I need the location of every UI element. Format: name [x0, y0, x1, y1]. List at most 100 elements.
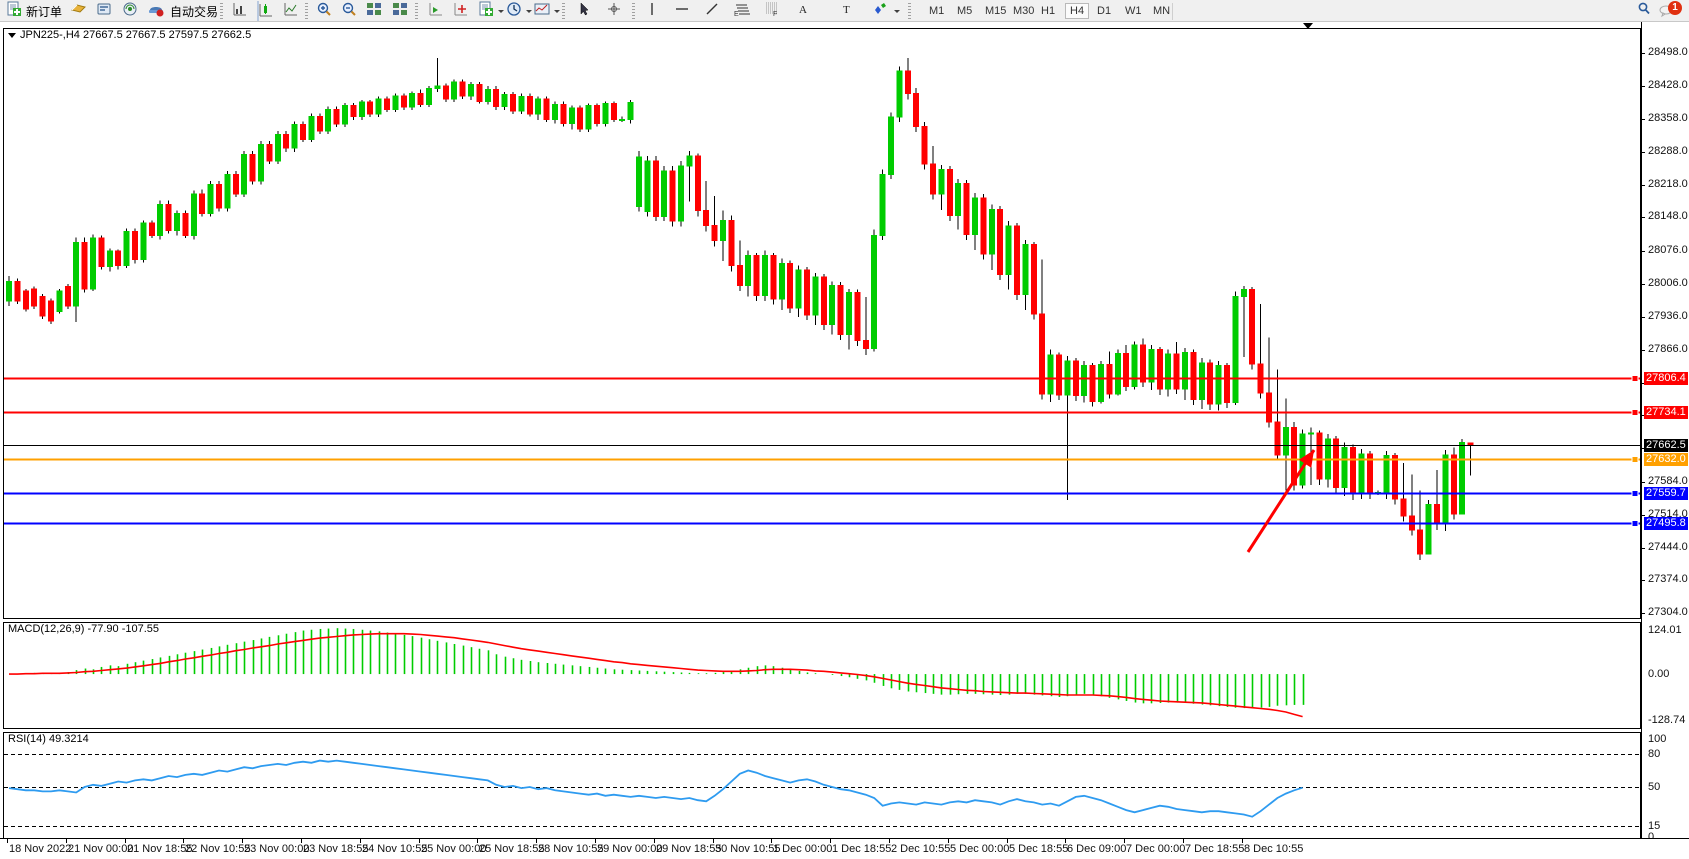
time-axis-tick	[1007, 839, 1008, 843]
candle-body	[98, 237, 105, 267]
candle-body	[829, 284, 836, 325]
candle-body	[325, 109, 332, 132]
period-button-w1[interactable]: W1	[1125, 5, 1142, 17]
candle-body	[1240, 289, 1247, 297]
candle-body	[1417, 529, 1424, 555]
time-axis-tick	[360, 839, 361, 843]
price-level-badge[interactable]: 27559.7	[1644, 487, 1688, 500]
candle-body	[1156, 349, 1163, 390]
candle-body	[232, 173, 239, 195]
candle-body	[224, 173, 231, 209]
chart-menu-triangle-icon[interactable]	[8, 32, 16, 38]
candle-body	[619, 118, 626, 121]
time-axis-label: 23 Nov 00:00	[244, 843, 310, 855]
period-button-m5[interactable]: M5	[957, 5, 973, 17]
rsi-line	[8, 759, 1303, 818]
time-axis-tick	[536, 839, 537, 843]
candle-body	[1316, 432, 1323, 480]
candle-body	[274, 133, 281, 162]
candle-body	[535, 98, 542, 115]
candle-body	[358, 101, 365, 118]
candle-body	[1198, 362, 1205, 400]
period-button-m15[interactable]: M15	[985, 5, 1007, 17]
price-level-handle[interactable]	[1631, 520, 1639, 527]
toolbar-separator	[305, 1, 308, 21]
trend-arrow-annotation[interactable]	[1246, 449, 1316, 553]
trend-arrow-shaft[interactable]	[1246, 449, 1316, 553]
candle-body	[661, 170, 668, 218]
candle-body	[720, 219, 726, 241]
templates-dropdown-icon[interactable]	[552, 1, 562, 21]
period-button-m1[interactable]: M1	[929, 5, 945, 17]
trend-arrow-head[interactable]	[1298, 450, 1314, 468]
candle-body	[73, 241, 80, 307]
candle-body	[636, 156, 642, 208]
candle-body	[1098, 364, 1104, 402]
candle-body	[686, 155, 693, 167]
period-button-mn[interactable]: MN	[1153, 5, 1171, 17]
candle-body	[1232, 295, 1239, 403]
candle-body	[1425, 504, 1432, 555]
candle-body	[1173, 353, 1180, 390]
candle-body	[1434, 504, 1440, 525]
candle-body	[1333, 438, 1340, 489]
candle-body	[1215, 365, 1222, 405]
candle-body	[862, 339, 869, 349]
price-axis-tick	[1642, 86, 1645, 87]
price-level-badge[interactable]: 27495.8	[1644, 517, 1688, 530]
candle-body	[1014, 225, 1020, 295]
period-button-m30[interactable]: M30	[1013, 5, 1035, 17]
price-axis-label: 27304.0	[1648, 606, 1688, 618]
candle-body	[804, 269, 810, 316]
price-level-handle[interactable]	[1631, 375, 1639, 382]
candle-body	[1022, 244, 1029, 295]
add-indicator-dropdown-icon[interactable]	[496, 1, 506, 21]
period-button-h4[interactable]: H4	[1065, 1, 1090, 21]
price-axis-label: 27866.0	[1648, 343, 1688, 355]
candlestick-series	[6, 58, 1474, 560]
candle-body	[1224, 365, 1230, 403]
macd-signal-line	[9, 632, 1303, 718]
time-axis-tick	[183, 839, 184, 843]
candle-body	[442, 85, 449, 100]
candle-body	[711, 224, 718, 241]
price-level-badge[interactable]: 27806.4	[1644, 372, 1688, 385]
candle-body	[854, 292, 861, 341]
price-axis-tick	[1642, 415, 1645, 416]
price-axis-tick	[1642, 580, 1645, 581]
candle-body	[165, 203, 172, 232]
price-level-badge[interactable]: 27632.0	[1644, 453, 1688, 466]
price-level-badge[interactable]: 27662.5	[1644, 439, 1688, 452]
candle-body	[1341, 446, 1348, 489]
new-order-label[interactable]: 新订单	[26, 4, 63, 19]
candle-body	[988, 209, 995, 255]
periods-dropdown-icon[interactable]	[524, 1, 534, 21]
candlestick-chart-icon[interactable]	[257, 1, 272, 21]
candle-body	[375, 98, 382, 115]
candle-body	[963, 183, 970, 235]
candle-body	[812, 276, 819, 316]
price-level-handle[interactable]	[1631, 490, 1639, 497]
rsi-axis-label-0: 0	[1648, 831, 1655, 843]
price-axis[interactable]: 28498.0 28428.0 28358.0 28288.0 28218.0 28148…	[1641, 22, 1689, 843]
candle-body	[955, 183, 962, 217]
candle-body	[1123, 352, 1130, 387]
chart-panel[interactable]: JPN225-,H4 27667.5 27667.5 27597.5 27662…	[0, 22, 1689, 859]
price-axis-tick	[1642, 350, 1645, 351]
period-button-h1[interactable]: H1	[1041, 5, 1056, 17]
shapes-dropdown-icon[interactable]	[892, 1, 902, 21]
auto-trading-label[interactable]: 自动交易	[170, 4, 219, 19]
period-button-d1[interactable]: D1	[1097, 5, 1112, 17]
price-level-lines[interactable]	[4, 375, 1640, 527]
candle-body	[493, 88, 500, 107]
candle-body	[930, 163, 936, 195]
price-axis-tick	[1642, 53, 1645, 54]
last-bar-marker-icon	[1303, 23, 1313, 29]
candle-body	[283, 133, 290, 149]
macd-indicator-label: MACD(12,26,9) -77.90 -107.55	[8, 623, 160, 635]
candle-body	[770, 254, 777, 300]
price-level-handle[interactable]	[1631, 409, 1639, 416]
price-level-badge[interactable]: 27734.1	[1644, 406, 1688, 419]
price-level-handle[interactable]	[1631, 456, 1639, 463]
time-axis[interactable]: 18 Nov 2022 21 Nov 00:00 21 Nov 18:55 22 No…	[0, 838, 1689, 859]
